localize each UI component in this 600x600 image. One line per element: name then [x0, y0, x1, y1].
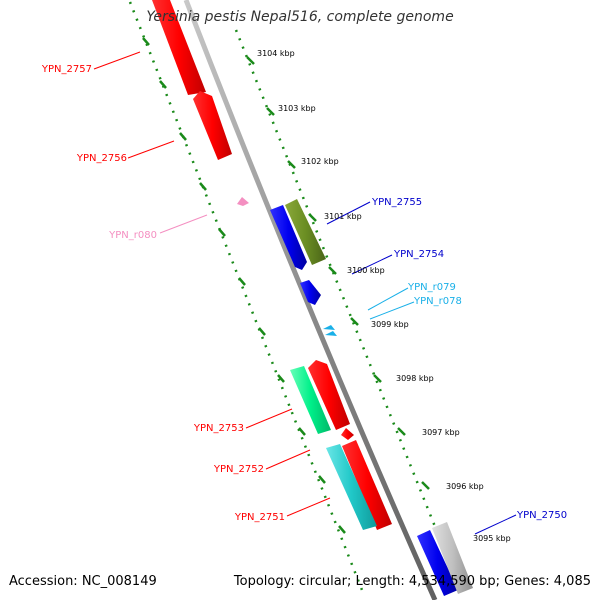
- gene-label: YPN_r079: [407, 282, 456, 293]
- tick-label: 3099 kbp: [371, 320, 409, 329]
- feature-ypn-2753: [308, 360, 350, 430]
- outer-major-tick: [246, 56, 255, 65]
- tick-track-inner: [128, 1, 364, 591]
- leader-line: [326, 201, 371, 225]
- map-title: Yersinia pestis Nepal516, complete genom…: [146, 9, 454, 25]
- tick-label: 3095 kbp: [473, 534, 511, 543]
- tick-track-outer: [234, 29, 464, 595]
- leader-line: [265, 449, 311, 470]
- gene-labels: YPN_2757 YPN_2756 YPN_r080 YPN_2755 YPN_2754…: [41, 64, 567, 523]
- gene-label: YPN_r080: [108, 230, 157, 241]
- gene-label: YPN_2756: [76, 153, 127, 164]
- feature-red-small: [341, 428, 354, 440]
- feature-ypn-r078: [325, 331, 337, 336]
- tick-label: 3103 kbp: [278, 104, 316, 113]
- leader-line: [351, 254, 393, 275]
- feature-ypn-2757: [152, 0, 206, 95]
- feature-grey-bottom: [432, 522, 473, 594]
- inner-major-tick: [142, 37, 150, 46]
- outer-major-tick: [397, 427, 406, 436]
- inner-major-tick: [238, 277, 246, 286]
- inner-major-tick: [199, 182, 207, 191]
- feature-small-blue: [300, 280, 321, 305]
- leader-line: [93, 51, 141, 70]
- inner-tick-dots: [128, 1, 364, 591]
- feature-spring-green: [290, 366, 331, 434]
- tick-label: 3098 kbp: [396, 374, 434, 383]
- leader-line: [127, 140, 175, 159]
- label-leader-lines: [93, 51, 517, 535]
- gene-label: YPN_2750: [516, 510, 567, 521]
- outer-tick-dots: [234, 29, 464, 595]
- tick-label: 3101 kbp: [324, 212, 362, 221]
- gene-label: YPN_2753: [193, 423, 244, 434]
- leader-line: [245, 408, 293, 429]
- leader-line: [367, 287, 409, 311]
- inner-major-tick: [258, 327, 266, 336]
- accession-text: Accession: NC_008149: [9, 574, 157, 589]
- gene-label: YPN_2755: [371, 197, 422, 208]
- tick-label: 3102 kbp: [301, 157, 339, 166]
- inner-major-tick: [159, 80, 167, 89]
- gene-label: YPN_r078: [413, 296, 462, 307]
- tick-label: 3100 kbp: [347, 266, 385, 275]
- outer-major-tick: [421, 481, 430, 490]
- genome-backbone: [183, 0, 438, 600]
- feature-ypn-2755: [285, 199, 326, 265]
- genome-stats-text: Topology: circular; Length: 4,534,590 bp…: [233, 574, 591, 589]
- outer-major-tick: [266, 107, 275, 116]
- outer-major-tick: [328, 266, 337, 275]
- leader-line: [286, 497, 331, 517]
- feature-ypn-2750: [417, 530, 458, 596]
- gene-label: YPN_2754: [393, 249, 444, 260]
- backbone-line: [183, 0, 438, 600]
- tick-label: 3096 kbp: [446, 482, 484, 491]
- leader-line: [369, 301, 415, 320]
- tick-label: 3104 kbp: [257, 49, 295, 58]
- gene-label: YPN_2757: [41, 64, 92, 75]
- gene-label: YPN_2752: [213, 464, 264, 475]
- tick-label: 3097 kbp: [422, 428, 460, 437]
- leader-line: [474, 514, 517, 535]
- inner-major-tick: [277, 374, 285, 383]
- inner-major-tick: [318, 475, 326, 484]
- outer-major-tick: [350, 317, 359, 326]
- tick-labels: 3104 kbp 3103 kbp 3102 kbp 3101 kbp 3100 kbp…: [257, 49, 511, 543]
- inner-major-tick: [218, 228, 226, 237]
- inner-major-tick: [338, 525, 346, 534]
- feature-ypn-2752: [342, 440, 392, 530]
- feature-ypn-r079: [323, 325, 335, 330]
- feature-ypn-r080: [237, 197, 249, 206]
- outer-major-tick: [308, 213, 317, 222]
- outer-major-tick: [373, 374, 382, 383]
- gene-features: [152, 0, 473, 596]
- feature-ypn-2756: [193, 91, 232, 160]
- outer-major-tick: [287, 160, 296, 169]
- gene-label: YPN_2751: [234, 512, 285, 523]
- inner-major-tick: [179, 132, 187, 141]
- inner-major-tick: [298, 427, 306, 436]
- leader-line: [159, 214, 208, 234]
- feature-ypn-2751: [326, 444, 377, 530]
- feature-ypn-2754: [270, 205, 307, 270]
